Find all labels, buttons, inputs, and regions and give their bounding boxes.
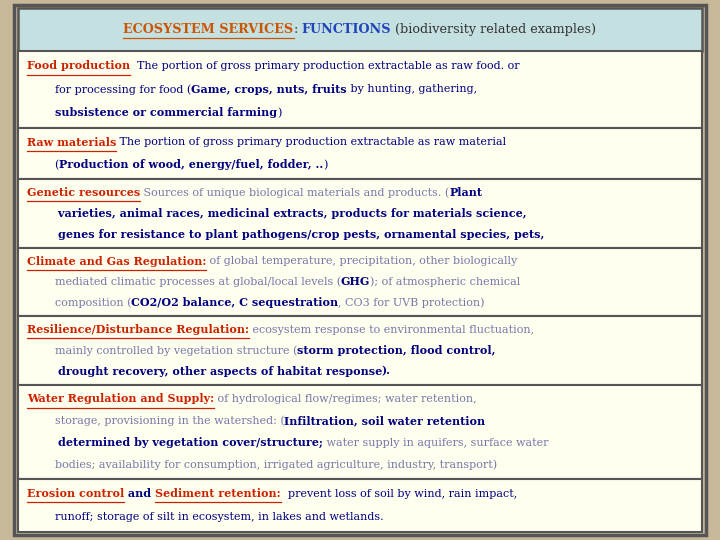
Text: drought recovery, other aspects of habitat response: drought recovery, other aspects of habit… <box>58 366 382 376</box>
Bar <box>18 8 702 51</box>
Text: ); of atmospheric chemical: ); of atmospheric chemical <box>370 276 521 287</box>
Text: of global temperature, precipitation, other biologically: of global temperature, precipitation, ot… <box>206 256 517 266</box>
Text: Food production: Food production <box>27 60 130 71</box>
Text: mediated climatic processes at global/local levels (: mediated climatic processes at global/lo… <box>27 276 341 287</box>
Text: water supply in aquifers, surface water: water supply in aquifers, surface water <box>323 438 548 448</box>
Text: , CO3 for UVB protection): , CO3 for UVB protection) <box>338 298 485 308</box>
Bar <box>18 316 702 384</box>
Text: bodies; availability for consumption, irrigated agriculture, industry, transport: bodies; availability for consumption, ir… <box>27 460 497 470</box>
Bar <box>18 179 702 248</box>
Bar <box>18 128 702 179</box>
Text: CO2/O2 balance, C sequestration: CO2/O2 balance, C sequestration <box>131 297 338 308</box>
Text: The portion of gross primary production extractable as raw food. or: The portion of gross primary production … <box>130 61 519 71</box>
Text: The portion of gross primary production extractable as raw material: The portion of gross primary production … <box>116 137 506 147</box>
Text: Resilience/Disturbance Regulation:: Resilience/Disturbance Regulation: <box>27 325 248 335</box>
Text: Water Regulation and Supply:: Water Regulation and Supply: <box>27 393 214 404</box>
Text: Genetic resources: Genetic resources <box>27 187 140 198</box>
Text: subsistence or commercial farming: subsistence or commercial farming <box>55 107 276 118</box>
Text: composition (: composition ( <box>27 298 131 308</box>
Text: Erosion control: Erosion control <box>27 488 124 499</box>
Text: for processing for food (: for processing for food ( <box>27 84 191 94</box>
Text: storm protection, flood control,: storm protection, flood control, <box>297 345 495 356</box>
Text: by hunting, gathering,: by hunting, gathering, <box>346 84 477 94</box>
Text: storage, provisioning in the watershed: (: storage, provisioning in the watershed: … <box>27 415 284 426</box>
Text: Sources of unique biological materials and products. (: Sources of unique biological materials a… <box>140 187 449 198</box>
Text: ): ) <box>323 160 328 170</box>
Text: and: and <box>124 488 155 499</box>
Text: GHG: GHG <box>341 276 370 287</box>
Text: (: ( <box>27 160 59 170</box>
Text: Production of wood, energy/fuel, fodder, ..: Production of wood, energy/fuel, fodder,… <box>59 159 323 170</box>
Text: Climate and Gas Regulation:: Climate and Gas Regulation: <box>27 256 206 267</box>
Text: ECOSYSTEM SERVICES: ECOSYSTEM SERVICES <box>123 23 294 36</box>
Text: Infiltration, soil water retention: Infiltration, soil water retention <box>284 415 485 426</box>
Bar <box>18 248 702 316</box>
Text: :: : <box>294 23 302 36</box>
Text: ): ) <box>276 108 281 118</box>
Text: varieties, animal races, medicinal extracts, products for materials science,: varieties, animal races, medicinal extra… <box>27 208 526 219</box>
Bar <box>18 479 702 532</box>
Text: FUNCTIONS: FUNCTIONS <box>302 23 392 36</box>
Text: determined by vegetation cover/structure;: determined by vegetation cover/structure… <box>27 437 323 448</box>
Text: mainly controlled by vegetation structure (: mainly controlled by vegetation structur… <box>27 345 297 356</box>
Text: of hydrological flow/regimes; water retention,: of hydrological flow/regimes; water rete… <box>214 394 477 404</box>
Text: (biodiversity related examples): (biodiversity related examples) <box>392 23 597 36</box>
Text: Plant: Plant <box>449 187 482 198</box>
Text: genes for resistance to plant pathogens/crop pests, ornamental species, pets,: genes for resistance to plant pathogens/… <box>27 228 544 240</box>
Text: runoff; storage of silt in ecosystem, in lakes and wetlands.: runoff; storage of silt in ecosystem, in… <box>27 512 383 522</box>
Text: ecosystem response to environmental fluctuation,: ecosystem response to environmental fluc… <box>248 325 534 335</box>
Text: Sediment retention:: Sediment retention: <box>155 488 281 499</box>
Text: Raw materials: Raw materials <box>27 137 116 148</box>
Text: ).: ). <box>382 366 391 376</box>
Text: Game, crops, nuts, fruits: Game, crops, nuts, fruits <box>191 84 346 95</box>
Bar <box>18 384 702 479</box>
Text: prevent loss of soil by wind, rain impact,: prevent loss of soil by wind, rain impac… <box>281 489 517 499</box>
Bar <box>18 51 702 128</box>
